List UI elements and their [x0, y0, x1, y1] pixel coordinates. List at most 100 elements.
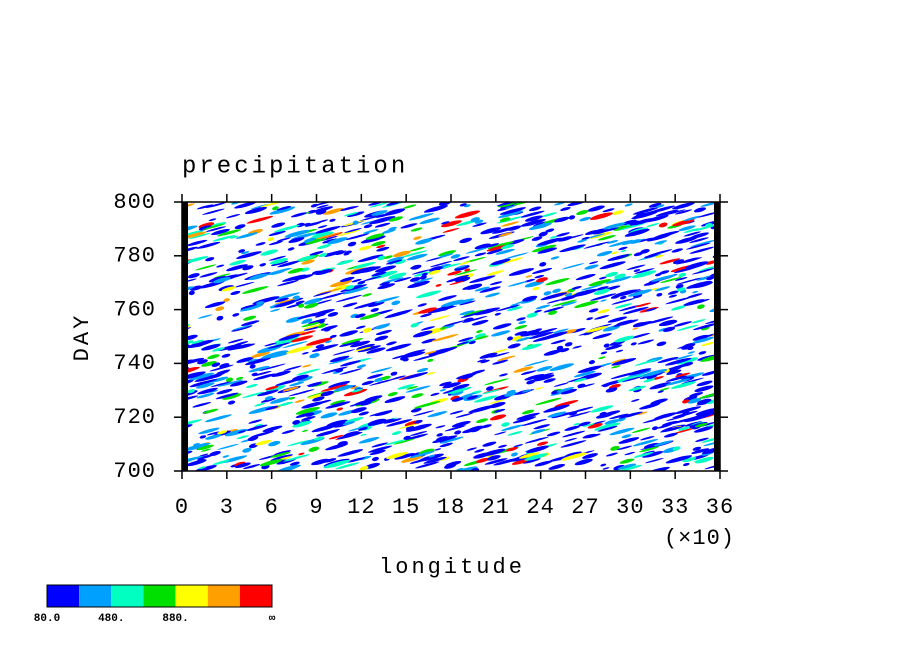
precip-cell [697, 354, 716, 361]
precip-cell [311, 424, 339, 433]
precip-cell [461, 315, 488, 324]
precip-cell [650, 398, 668, 405]
precip-cell [248, 365, 270, 373]
precip-cell [274, 300, 296, 308]
precip-cell [213, 277, 231, 284]
precip-cell [543, 291, 552, 296]
precip-cell [452, 383, 470, 390]
precip-cell [369, 378, 397, 386]
precip-cell [316, 244, 332, 250]
precip-cell [407, 280, 430, 289]
precip-cell [247, 358, 258, 363]
precip-cell [353, 302, 378, 309]
precip-cell [197, 387, 218, 395]
precip-cell [633, 252, 643, 257]
precip-cell [315, 209, 327, 215]
precip-cell [229, 259, 246, 266]
precip-cell [240, 320, 260, 327]
precip-cell [444, 425, 466, 432]
precip-cell [269, 397, 291, 404]
precip-cell [232, 325, 251, 331]
precip-cell [557, 236, 573, 242]
precip-cell [199, 453, 209, 457]
precip-cell [441, 221, 450, 225]
precip-cell [524, 436, 549, 444]
precip-cell [198, 466, 207, 470]
precip-cell [276, 237, 291, 242]
precip-cell [459, 300, 476, 306]
precip-cell [352, 261, 376, 269]
precip-cell [416, 367, 429, 373]
precip-cell [209, 389, 218, 393]
precip-cell [297, 311, 323, 320]
colorbar-swatch [111, 585, 144, 607]
precip-cell [556, 232, 570, 237]
precip-cell [340, 360, 361, 367]
precip-cell [614, 289, 641, 297]
precip-cell [236, 356, 254, 363]
precip-cell [660, 426, 681, 433]
precip-cell [352, 220, 359, 225]
precip-cell [207, 354, 220, 360]
precip-cell [344, 227, 362, 233]
precip-cell [501, 221, 520, 227]
precip-cell [409, 246, 425, 252]
precip-cell [512, 416, 537, 424]
precip-cell [675, 277, 688, 281]
precip-cell [265, 385, 286, 392]
precip-cell [320, 390, 335, 397]
precip-cell [440, 326, 447, 330]
precip-cell [438, 250, 457, 257]
x-tick-label: 33 [661, 495, 689, 520]
precip-cell [692, 290, 699, 294]
precip-cell [379, 281, 391, 286]
precip-cell [611, 251, 619, 255]
precip-cell [571, 406, 594, 413]
precip-cell [301, 401, 324, 409]
precip-cell [500, 244, 515, 250]
precip-cell [654, 412, 677, 420]
precip-cell [236, 343, 256, 350]
precip-cell [439, 388, 446, 392]
precip-cell [363, 229, 379, 234]
precip-cell [410, 265, 419, 270]
precip-cell [504, 391, 517, 397]
precip-cell [357, 280, 366, 285]
precip-cell [524, 374, 545, 381]
x-scale-note: (×10) [664, 526, 735, 551]
edge-band [714, 202, 720, 471]
precip-cell [388, 272, 407, 280]
precip-cell [230, 290, 241, 296]
precip-cell [274, 298, 296, 305]
precip-cell [209, 450, 221, 456]
precip-cell [691, 448, 710, 454]
precip-cell [471, 369, 486, 375]
precip-cell [547, 411, 567, 418]
precip-cell [600, 463, 607, 467]
precip-cell [316, 429, 339, 437]
precip-cell [243, 315, 257, 321]
precip-cell [426, 371, 436, 375]
precip-cell [553, 382, 569, 387]
precip-cell [238, 249, 246, 253]
precip-cell [311, 458, 330, 466]
precip-cell [347, 211, 365, 218]
precip-cell [518, 452, 540, 459]
precip-cell [687, 351, 696, 354]
precip-cell [222, 393, 242, 400]
precip-cell [496, 355, 516, 361]
precip-cell [363, 224, 373, 229]
precip-cell [284, 229, 310, 238]
precip-cell [383, 255, 393, 259]
precip-cell [609, 413, 629, 420]
precip-cell [479, 352, 498, 359]
precip-cell [689, 392, 704, 397]
precip-cell [429, 266, 443, 272]
edge-band [182, 202, 188, 471]
precip-cell [307, 382, 322, 388]
precip-cell [691, 319, 706, 324]
precip-cell [391, 300, 401, 306]
x-axis-label: longitude [379, 555, 525, 580]
precip-cell [386, 256, 404, 263]
precip-cell [393, 438, 415, 445]
